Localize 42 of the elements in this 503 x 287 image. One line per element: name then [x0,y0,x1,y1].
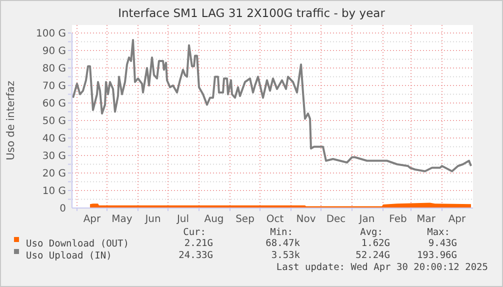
x-tick-label: Sep [236,214,254,225]
y-tick-label: 50 G [42,116,66,127]
x-tick-label: Jun [144,214,161,225]
x-tick-label: Apr [448,214,467,225]
text: 68.47k [266,238,300,249]
y-tick-label: 90 G [42,46,66,57]
line-series [72,39,472,172]
y-tick-label: 100 G [36,28,66,40]
legend-label: Uso Upload (IN) [26,250,112,262]
text: 52.24G [356,250,390,261]
text: Last update: Wed Apr 30 20:00:12 2025 [276,262,488,273]
text: 3.53k [271,250,300,261]
x-tick-label: Feb [389,214,407,225]
chart-title: Interface SM1 LAG 31 2X100G traffic - by year [118,6,386,20]
text: Max: [427,227,450,238]
legend-label: Uso Download (OUT) [26,238,129,250]
y-tick-label: 0 [60,204,66,214]
y-tick-label: 20 G [42,168,66,180]
x-tick-label: Nov [296,214,316,225]
x-tick-label: Oct [266,214,284,225]
x-tick-label: May [112,214,132,225]
x-tick-label: Dec [326,214,346,225]
text: Min: [270,227,293,238]
text: 193.96G [416,250,458,261]
x-tick-label: Aug [204,214,224,225]
x-tick-label: Jan [358,214,375,225]
y-axis-title: Uso de interfaz [5,80,17,160]
text: 1.62G [361,238,390,249]
y-tick-label: 30 G [42,151,66,162]
y-tick-label: 60 G [42,98,66,110]
y-tick-label: 40 G [42,134,66,144]
x-tick-label: Apr [83,214,102,225]
x-tick-label: Mar [416,214,436,225]
y-tick-label: 10 G [42,186,66,197]
y-tick-label: 70 G [42,81,66,92]
text: Cur: [183,227,206,238]
text: 2.21G [184,238,214,249]
x-tick-label: Jul [176,214,190,225]
y-tick-label: 80 G [42,64,66,74]
text: 24.33G [178,250,214,261]
text: Avg: [360,227,383,238]
text: 9.43G [428,238,458,249]
